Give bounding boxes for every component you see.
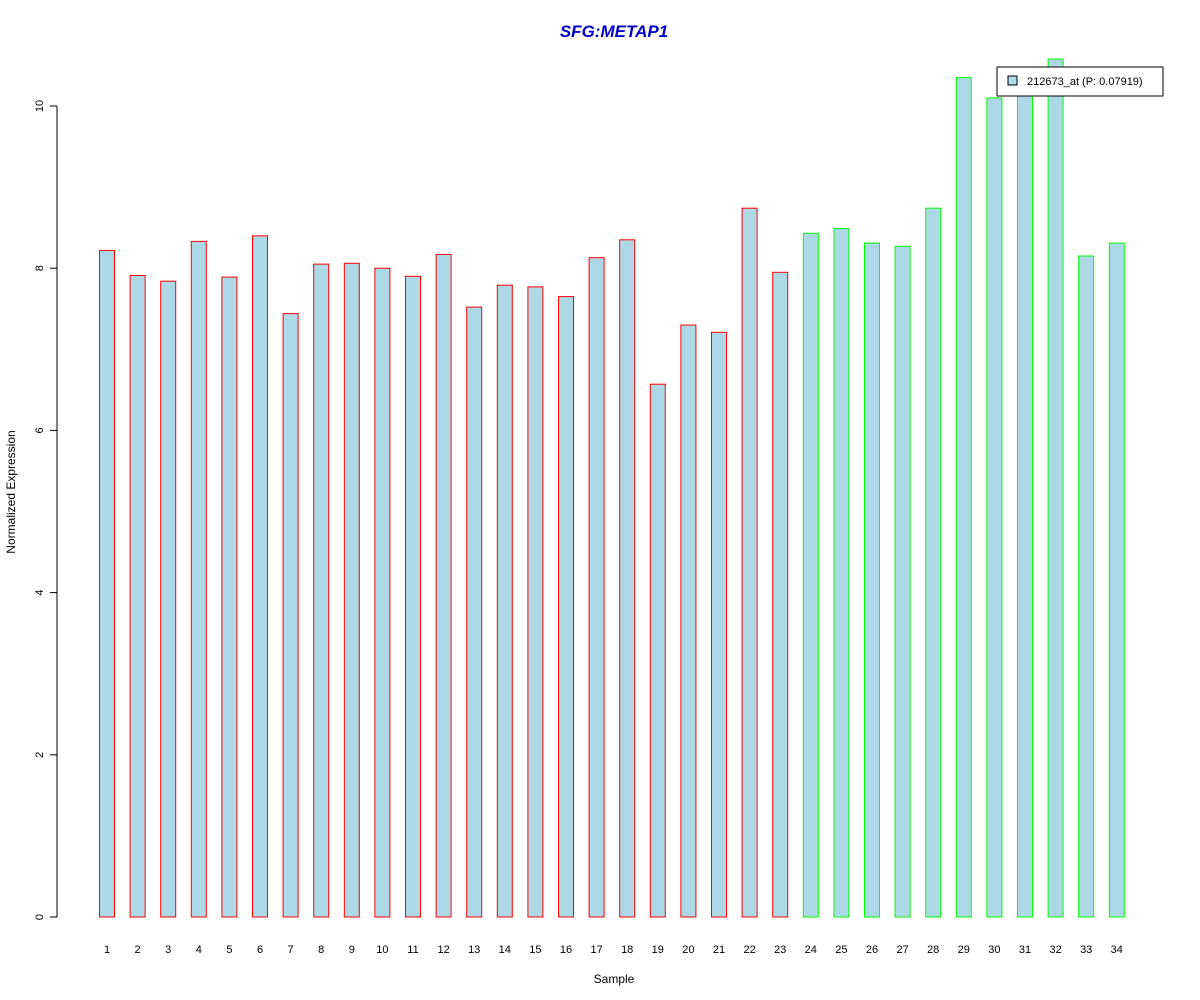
bar — [741, 207, 758, 918]
bar — [925, 207, 942, 918]
x-tick-label: 20 — [682, 944, 694, 956]
bar — [649, 383, 666, 918]
x-tick-labels: 1 2 3 4 5 6 7 8 9 10 11 12 13 14 15 16 17 18 19 20 21 22 23 24 2… — [104, 944, 1123, 956]
legend: 212673_at (P: 0.07919) — [996, 66, 1164, 97]
y-tick-label: 8 — [34, 265, 46, 271]
bar — [1078, 255, 1095, 918]
bar — [1047, 58, 1064, 918]
bar — [680, 324, 697, 918]
x-tick-label: 13 — [468, 944, 480, 956]
y-tick-label: 6 — [34, 427, 46, 433]
bar — [619, 239, 636, 918]
bar — [282, 313, 299, 918]
chart-title: SFG:METAP1 — [560, 22, 668, 41]
bars — [99, 58, 1125, 918]
bar — [588, 257, 605, 918]
x-tick-label: 26 — [866, 944, 878, 956]
x-tick-label: 34 — [1111, 944, 1123, 956]
x-tick-label: 4 — [196, 944, 202, 956]
x-axis-label: Sample — [594, 972, 635, 986]
bar — [802, 232, 819, 918]
x-tick-label: 27 — [896, 944, 908, 956]
x-tick-label: 15 — [529, 944, 541, 956]
x-tick-label: 7 — [288, 944, 294, 956]
bar — [221, 276, 238, 918]
x-tick-label: 32 — [1049, 944, 1061, 956]
x-tick-label: 22 — [743, 944, 755, 956]
x-tick-label: 17 — [590, 944, 602, 956]
bar — [894, 245, 911, 918]
bar — [190, 240, 207, 918]
bar — [313, 263, 330, 918]
x-tick-label: 24 — [805, 944, 817, 956]
bar — [772, 271, 789, 918]
x-tick-label: 31 — [1019, 944, 1031, 956]
legend-label: 212673_at (P: 0.07919) — [1027, 76, 1143, 88]
x-tick-label: 8 — [318, 944, 324, 956]
x-tick-label: 19 — [652, 944, 664, 956]
y-tick-label: 10 — [34, 100, 46, 112]
x-tick-label: 2 — [135, 944, 141, 956]
y-tick-label: 0 — [34, 914, 46, 920]
bar — [466, 306, 483, 918]
x-tick-label: 10 — [376, 944, 388, 956]
legend-box — [996, 66, 1164, 97]
bar — [496, 284, 513, 918]
y-tick-label: 4 — [34, 590, 46, 596]
x-tick-label: 23 — [774, 944, 786, 956]
bar — [374, 267, 391, 918]
x-tick-label: 21 — [713, 944, 725, 956]
x-tick-label: 3 — [165, 944, 171, 956]
bar — [343, 262, 360, 918]
x-tick-label: 18 — [621, 944, 633, 956]
bar — [435, 253, 452, 918]
x-tick-label: 33 — [1080, 944, 1092, 956]
bar — [558, 296, 574, 918]
x-tick-label: 1 — [104, 944, 110, 956]
x-tick-label: 5 — [226, 944, 232, 956]
x-tick-label: 9 — [349, 944, 355, 956]
bar — [986, 97, 1003, 918]
bar — [955, 77, 972, 918]
x-tick-label: 14 — [499, 944, 511, 956]
bar — [160, 280, 177, 918]
x-tick-label: 6 — [257, 944, 263, 956]
bar — [99, 249, 115, 918]
x-tick-label: 16 — [560, 944, 572, 956]
x-tick-label: 11 — [407, 944, 418, 956]
x-tick-label: 28 — [927, 944, 939, 956]
bar — [405, 275, 421, 918]
bar — [1108, 242, 1125, 918]
y-axis: 0 2 4 6 8 10 — [34, 100, 58, 920]
bar — [1017, 92, 1033, 918]
x-tick-label: 29 — [958, 944, 970, 956]
x-tick-label: 12 — [437, 944, 449, 956]
y-tick-label: 2 — [34, 752, 46, 758]
bar — [833, 228, 850, 918]
bar — [252, 235, 268, 918]
y-axis-label: Normalized Expression — [4, 430, 18, 553]
x-tick-label: 30 — [988, 944, 1000, 956]
bar — [711, 331, 727, 918]
legend-swatch — [1007, 75, 1018, 86]
bar — [864, 242, 880, 918]
x-tick-label: 25 — [835, 944, 847, 956]
bar — [527, 286, 544, 918]
bar — [129, 275, 146, 918]
